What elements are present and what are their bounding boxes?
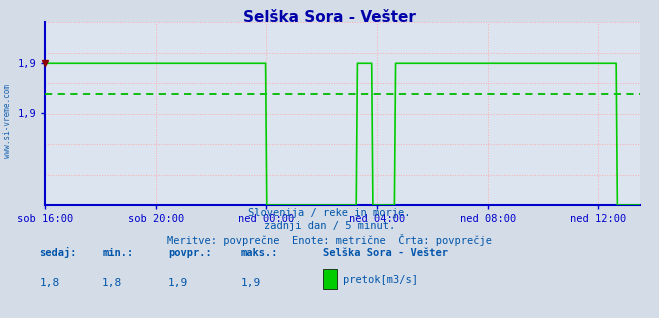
Text: min.:: min.: xyxy=(102,248,133,258)
Text: zadnji dan / 5 minut.: zadnji dan / 5 minut. xyxy=(264,221,395,231)
Text: Selška Sora - Vešter: Selška Sora - Vešter xyxy=(323,248,448,258)
Text: www.si-vreme.com: www.si-vreme.com xyxy=(3,84,13,158)
Text: Slovenija / reke in morje.: Slovenija / reke in morje. xyxy=(248,208,411,218)
Text: 1,9: 1,9 xyxy=(168,278,188,288)
Text: maks.:: maks.: xyxy=(241,248,278,258)
Text: pretok[m3/s]: pretok[m3/s] xyxy=(343,275,418,285)
Text: Meritve: povprečne  Enote: metrične  Črta: povprečje: Meritve: povprečne Enote: metrične Črta:… xyxy=(167,234,492,246)
Text: 1,8: 1,8 xyxy=(40,278,60,288)
Text: 1,8: 1,8 xyxy=(102,278,123,288)
Text: 1,9: 1,9 xyxy=(241,278,261,288)
Text: povpr.:: povpr.: xyxy=(168,248,212,258)
Text: Selška Sora - Vešter: Selška Sora - Vešter xyxy=(243,10,416,24)
Text: sedaj:: sedaj: xyxy=(40,247,77,258)
